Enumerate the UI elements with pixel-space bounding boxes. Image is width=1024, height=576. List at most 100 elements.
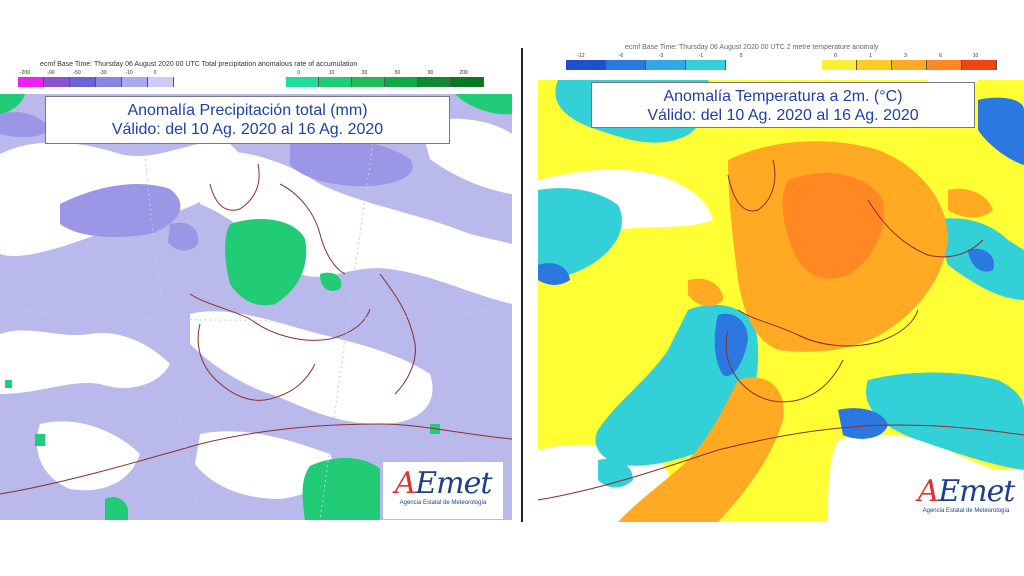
legend-tick-label: -90 [47,70,55,76]
legend-tick-label: -10 [125,70,133,76]
neutral-zone [0,330,170,394]
cold-zone [538,263,570,285]
coastline [725,329,844,403]
neutral-zone [36,421,140,491]
legend-tick-label: -30 [99,70,107,76]
coastline [209,163,260,211]
legend-tick-label: 0 [739,53,743,59]
cold-zone [838,408,888,439]
temp-legend-negative [566,60,726,70]
legend-swatch [566,60,606,70]
precip-legend-negative [18,77,174,87]
aemet-logo-word: AEmet [394,466,493,501]
precip-legend-negative-ticks: -200 -90 -50 -30 -10 0 [12,70,168,76]
wet-zone [5,380,12,388]
cold-zone [968,248,994,272]
legend-swatch [927,60,962,70]
coastline [0,423,512,495]
precip-title-box: Anomalía Precipitación total (mm) Válido… [45,96,450,144]
precip-legend-positive [286,77,484,87]
wet-zone [320,272,342,291]
legend-tick-label: 10 [972,53,979,59]
legend-tick-label: 0 [834,53,837,59]
precip-header-text: ecmf Base Time: Thursday 06 August 2020 … [40,61,358,68]
cool-zone [538,188,622,280]
precip-valid-range: Válido: del 10 Ag. 2020 al 16 Ag. 2020 [111,121,384,138]
legend-swatch [148,77,174,87]
coastline [727,159,776,212]
legend-tick-label: -50 [73,70,81,76]
legend-tick-label: 1 [869,53,872,59]
dry-zone [0,112,50,138]
wet-zone [225,219,307,306]
legend-tick-label: 0 [153,70,157,76]
legend-swatch [962,60,997,70]
legend-tick-label: 30 [361,70,368,76]
legend-tick-label: 6 [939,53,942,59]
legend-swatch [686,60,726,70]
legend-tick-label: 3 [904,53,907,59]
wet-zone [302,458,380,520]
legend-swatch [18,77,44,87]
dry-zone [290,139,413,187]
temperature-map [538,80,1024,522]
neutral-zone [200,151,512,304]
coastline [189,293,371,341]
wet-zone [455,94,512,115]
temp-legend-positive [822,60,997,70]
legend-tick-label: -1 [698,53,704,59]
coastline [737,309,919,347]
warm-zone [618,377,784,522]
legend-tick-label: 10 [328,70,335,76]
precipitation-map [0,94,512,520]
temp-legend-positive-ticks: 0 1 3 6 10 [818,53,993,59]
legend-tick-label: 90 [427,70,434,76]
temperature-anomaly-panel: ecmf Base Time: Thursday 06 August 2020 … [527,0,1024,576]
legend-tick-label: -200 [19,70,30,76]
cold-zone [714,313,748,376]
neutral-zone [190,311,433,424]
coastline [279,183,346,275]
legend-tick-label: 200 [459,70,468,76]
legend-swatch [352,77,385,87]
legend-swatch [96,77,122,87]
coastline [867,199,984,258]
legend-swatch [44,77,70,87]
temp-title-box: Anomalía Temperatura a 2m. (°C) Válido: … [591,82,975,128]
legend-tick-label: 50 [394,70,401,76]
legend-tick-label: -6 [618,53,624,59]
wet-zone [35,434,45,446]
aemet-logo: AEmet Agencia Estatal de Meteorología [909,470,1023,522]
legend-swatch [319,77,352,87]
aemet-logo-subtitle: Agencia Estatal de Meteorología [399,500,487,506]
legend-swatch [606,60,646,70]
dry-zone [60,184,181,237]
legend-swatch [822,60,857,70]
dry-zone [168,222,199,251]
graticule-line [139,94,201,520]
precip-title: Anomalía Precipitación total (mm) [127,102,368,119]
temp-valid-range: Válido: del 10 Ag. 2020 al 16 Ag. 2020 [647,107,919,124]
panel-divider [521,48,523,522]
precip-legend-positive-ticks: 0 10 30 50 90 200 [282,70,480,76]
coastline [538,424,1024,501]
legend-swatch [122,77,148,87]
legend-swatch [286,77,319,87]
legend-swatch [857,60,892,70]
legend-tick-label: 0 [297,70,300,76]
coastline [379,273,416,395]
temp-header-text: ecmf Base Time: Thursday 06 August 2020 … [625,44,879,51]
temp-legend-negative-ticks: -12 -6 -3 -1 0 [561,53,761,59]
legend-swatch [418,77,451,87]
graticule-line [319,94,381,520]
legend-swatch [646,60,686,70]
legend-swatch [892,60,927,70]
legend-swatch [385,77,418,87]
legend-swatch [70,77,96,87]
graticule-line [0,308,512,321]
neutral-zone [195,431,333,499]
cold-zone [978,97,1024,165]
wet-zone [0,94,25,114]
legend-swatch [451,77,484,87]
aemet-logo-subtitle: Agencia Estatal de Meteorología [922,508,1010,514]
